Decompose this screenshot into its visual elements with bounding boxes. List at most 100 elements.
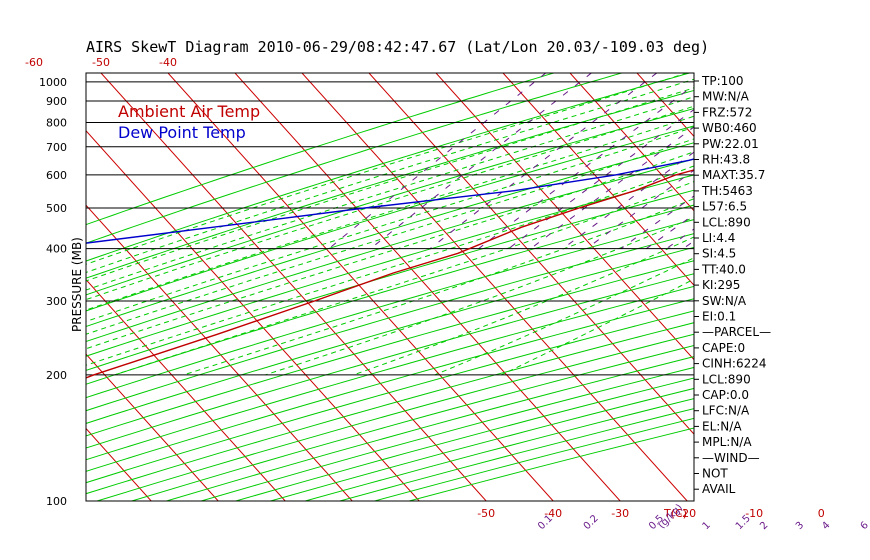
dry-adiabat-line [86,310,694,484]
top-temperature-tick-label: -50 [92,56,110,69]
moist-adiabat-line [86,138,694,335]
moist-adiabat-line [434,257,694,376]
isotherm-line [771,73,870,501]
mixing-ratio-line [801,73,870,249]
dry-adiabat-line [86,73,622,244]
moist-adiabat-line [86,96,694,291]
bottom-temperature-tick-label: -50 [477,507,495,520]
isotherm-line [838,73,870,501]
index-item: MAXT:35.7 [702,168,765,182]
chart-title: AIRS SkewT Diagram 2010-06-29/08:42:47.6… [86,38,709,56]
index-item: CAPE:0 [702,341,745,355]
dry-adiabat-line [86,73,554,226]
index-item: WB0:460 [702,121,757,135]
pressure-tick-label: 800 [46,116,67,129]
moist-adiabat-line [86,115,694,311]
moist-adiabat-line [86,73,688,265]
top-temperature-tick-label: -40 [159,56,177,69]
pressure-tick-label: 400 [46,243,67,256]
top-temperature-ticks: -120-110-100-90-80-70-60-50-40 [25,56,177,69]
dewpoint-profile-line [86,158,694,244]
index-item: MW:N/A [702,90,750,104]
legend-temperature: Ambient Air Temp [118,102,260,121]
dry-adiabat-line [86,107,694,296]
isotherm-line [86,130,420,501]
mixing-ratio-tick-label: 0.2 [582,513,601,532]
dry-adiabat-line [86,219,694,399]
index-item: PW:22.01 [702,137,759,151]
index-item: RH:43.8 [702,153,750,167]
index-item: CAP:0.0 [702,388,749,402]
dry-adiabat-line [86,142,694,328]
mixing-ratio-line [732,73,870,249]
index-item: LI:4.4 [702,231,735,245]
index-item: LCL:890 [702,215,751,229]
index-item: —WIND— [702,451,760,465]
index-item: —PARCEL— [702,325,771,339]
moist-adiabat-line [86,126,694,323]
sounding-profiles [86,158,694,379]
isotherm-line [301,73,688,501]
mixing-ratio-tick-label: 1 [701,520,713,532]
isotherm-line [435,73,694,361]
index-item: MPL:N/A [702,435,752,449]
top-temperature-tick-label: -60 [25,56,43,69]
dry-adiabat-line [235,377,694,501]
isotherm-line [368,73,694,435]
moist-adiabat-line [353,236,694,376]
index-item: KI:295 [702,278,740,292]
isotherm-line [86,204,353,501]
isotherm-line [167,73,554,501]
pressure-tick-label: 200 [46,369,67,382]
pressure-tick-label: 900 [46,95,67,108]
mixing-ratio-tick-label: 4 [820,520,832,532]
legend-dewpoint: Dew Point Temp [118,123,246,142]
temperature-profile-line [86,169,694,379]
moist-adiabat-line [265,216,694,376]
dry-adiabat-line [86,285,694,461]
index-item: EI:0.1 [702,310,736,324]
index-item: CINH:6224 [702,357,767,371]
isotherm-line [86,353,219,501]
mixing-ratio-tick-label: 3 [794,520,806,532]
index-item: TT:40.0 [701,262,746,276]
mixing-ratio-line [478,84,694,250]
bottom-temperature-tick-label: -30 [611,507,629,520]
dry-adiabat-line [86,204,694,385]
index-item: LCL:890 [702,372,751,386]
mixing-ratio-line [586,169,694,250]
pressure-tick-label: 500 [46,202,67,215]
mixing-ratio-line [645,213,694,250]
index-item: SI:4.5 [702,247,736,261]
dry-adiabat-line [86,189,694,371]
moist-adiabat-line [501,278,694,376]
dry-adiabat-line [201,366,694,501]
isotherm-line [0,73,17,501]
mixing-ratio-tick-label: 2 [758,520,770,532]
pressure-tick-label: 1000 [39,76,67,89]
isotherm-line [502,73,694,286]
dry-adiabat-line [339,408,694,501]
plot-frame [85,72,695,502]
mixing-ratio-line [370,73,592,250]
dry-adiabat-line [86,233,694,412]
bottom-temperature-tick-label: 0 [818,507,825,520]
index-item: TH:5463 [701,184,753,198]
bottom-temperature-tick-label: -20 [678,507,696,520]
pressure-tick-label: 700 [46,141,67,154]
dry-adiabat-line [86,73,690,262]
dry-adiabat-line [166,356,694,501]
bottom-temperature-tick-label: -40 [544,507,562,520]
isotherm-line [86,427,152,501]
index-item: NOT [702,467,728,481]
y-axis-label: PRESSURE (MB) [70,237,84,332]
mixing-ratio-line [620,195,694,250]
mixing-ratio-line [772,73,870,249]
index-item: SW:N/A [702,294,747,308]
dry-adiabat-line [86,273,694,449]
index-item: TP:100 [701,74,744,88]
moist-adiabat-line [86,165,694,366]
dry-adiabat-line [86,125,694,312]
dry-adiabat-line [86,260,694,437]
